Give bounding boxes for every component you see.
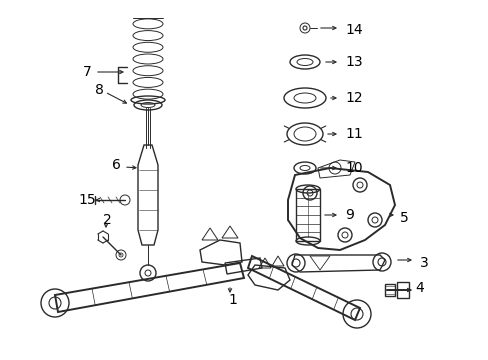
Text: 1: 1 [227, 293, 236, 307]
Text: 9: 9 [345, 208, 353, 222]
Text: 7: 7 [83, 65, 92, 79]
Text: 8: 8 [95, 83, 103, 97]
Text: 14: 14 [345, 23, 362, 37]
Text: 6: 6 [112, 158, 121, 172]
Text: 13: 13 [345, 55, 362, 69]
Text: 10: 10 [345, 161, 362, 175]
Text: 3: 3 [419, 256, 428, 270]
Text: 5: 5 [399, 211, 408, 225]
Text: 4: 4 [414, 281, 423, 295]
Text: 11: 11 [345, 127, 362, 141]
Text: 12: 12 [345, 91, 362, 105]
Text: 15: 15 [78, 193, 96, 207]
Text: 2: 2 [103, 213, 112, 227]
